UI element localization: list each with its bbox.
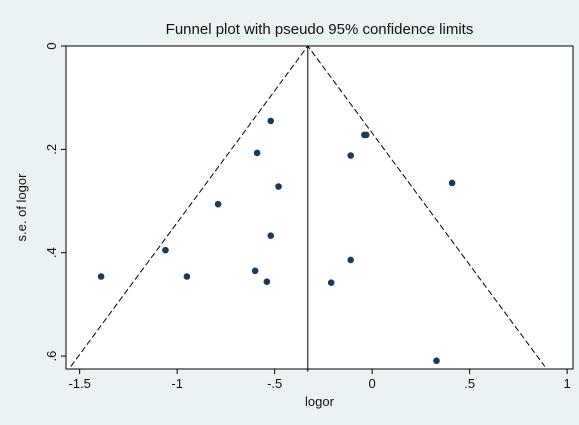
- study-point: [267, 117, 275, 125]
- x-tick-label: 0: [369, 376, 376, 391]
- study-point: [251, 267, 259, 275]
- y-axis: 0 .2 .4 .6: [44, 42, 66, 362]
- study-point: [267, 232, 275, 239]
- x-axis-label: logor: [305, 394, 335, 409]
- x-tick-label: -.5: [267, 376, 282, 391]
- study-point: [448, 179, 456, 187]
- plot-area: [65, 45, 574, 370]
- y-tick-label: .6: [44, 351, 59, 362]
- study-point: [97, 273, 105, 280]
- study-point: [347, 256, 355, 264]
- study-point: [162, 246, 169, 254]
- x-tick-label: .5: [464, 376, 475, 391]
- x-axis: -1.5 -1 -.5 0 .5 1: [68, 369, 571, 391]
- study-points: [97, 117, 456, 365]
- x-tick-label: -1.5: [68, 376, 90, 391]
- confidence-limit-lines: [70, 45, 546, 367]
- chart-title: Funnel plot with pseudo 95% confidence l…: [166, 21, 474, 38]
- study-point: [363, 131, 370, 139]
- study-point: [253, 149, 261, 157]
- study-point: [263, 278, 271, 285]
- x-tick-label: 1: [564, 376, 571, 391]
- study-point: [433, 357, 440, 365]
- y-tick-label: .4: [44, 247, 59, 258]
- study-point: [183, 273, 191, 280]
- study-point: [275, 183, 282, 190]
- y-tick-label: 0: [44, 42, 59, 49]
- x-tick-label: -1: [171, 376, 183, 391]
- y-tick-label: .2: [44, 144, 59, 155]
- study-point: [327, 279, 335, 286]
- study-point: [214, 200, 222, 208]
- study-point: [347, 152, 355, 159]
- y-axis-label: s.e. of logor: [14, 173, 29, 242]
